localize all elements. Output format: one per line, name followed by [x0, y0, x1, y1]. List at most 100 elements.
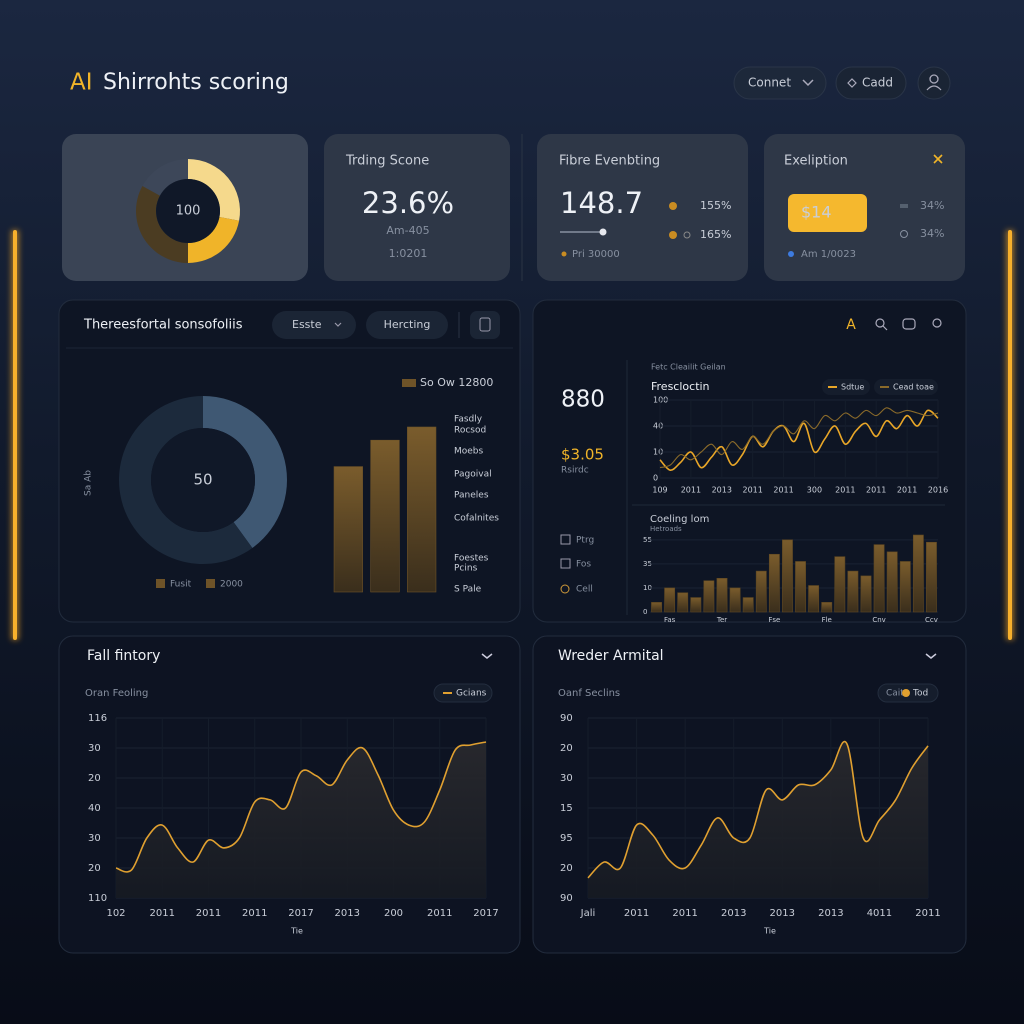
- y-tick-label: 15: [560, 803, 573, 814]
- button-icon: [847, 78, 857, 88]
- bar: [926, 541, 937, 613]
- card-legend: 155%: [700, 199, 731, 212]
- chevron[interactable]: [925, 653, 937, 659]
- legend-pill: [822, 379, 870, 395]
- chart-subtitle: Hetroads: [650, 525, 682, 533]
- item-label: Ptrg: [576, 536, 594, 546]
- y-tick-label: 35: [643, 560, 652, 568]
- card-footer: Pri 30000: [572, 249, 620, 260]
- chevron[interactable]: [481, 653, 493, 659]
- x-tick-label: Cnv: [872, 616, 885, 624]
- item-icon: [560, 558, 571, 569]
- bar: [755, 570, 767, 613]
- toolbar-icon[interactable]: [902, 318, 916, 330]
- header-button[interactable]: Cadd: [835, 66, 907, 100]
- bar: [677, 592, 689, 613]
- button-bg[interactable]: [366, 311, 448, 339]
- dropdown-bg[interactable]: [272, 311, 356, 339]
- card-title: Fibre Evenbting: [559, 154, 660, 169]
- panel-title: Wreder Armital: [558, 648, 664, 664]
- dropdown-label[interactable]: Connet: [748, 76, 791, 90]
- area: [116, 742, 486, 898]
- legend-marker: [902, 689, 910, 697]
- donut-hole: [156, 179, 220, 243]
- x-tick-label: 2013: [712, 486, 732, 495]
- card-legend: 34%: [920, 199, 944, 212]
- bar: [664, 587, 676, 613]
- legend-dot: [669, 231, 677, 239]
- chart-title: Frescloctin: [651, 380, 710, 393]
- bar: [847, 570, 859, 613]
- button-label[interactable]: Cadd: [862, 76, 893, 90]
- bar: [407, 426, 437, 593]
- search-icon: [882, 325, 888, 331]
- close-icon[interactable]: [933, 154, 943, 164]
- button-label[interactable]: Hercting: [384, 318, 431, 331]
- donut-segment: [142, 159, 188, 196]
- list-label: Cofalnites: [454, 514, 499, 524]
- button-bg[interactable]: [788, 194, 867, 232]
- y-tick-label: 40: [88, 803, 101, 814]
- chart-subtitle: Oanf Seclins: [558, 688, 620, 699]
- x-tick-label: Ccv: [925, 616, 938, 624]
- bar: [716, 578, 728, 613]
- line: [659, 407, 939, 469]
- x-tick-label: 2011: [672, 908, 697, 919]
- bar: [912, 534, 924, 613]
- profile-button[interactable]: [917, 66, 951, 100]
- x-tick-label: 2013: [335, 908, 360, 919]
- icon: [479, 317, 491, 332]
- x-tick-label: 2011: [427, 908, 452, 919]
- area: [588, 741, 928, 898]
- donut-center-label: 50: [193, 471, 212, 489]
- donut-segment: [118, 396, 253, 565]
- toolbar-icon[interactable]: [932, 318, 942, 328]
- header-dropdown[interactable]: Connet: [733, 66, 827, 100]
- button-label[interactable]: $14: [801, 203, 832, 222]
- donut-hole: [151, 428, 255, 532]
- card-button[interactable]: $14: [788, 194, 867, 232]
- panel-dropdown[interactable]: Esste: [272, 311, 356, 339]
- card-sub: Am-405: [386, 224, 429, 237]
- y-tick-label: 40: [653, 422, 663, 431]
- x-tick-label: 2011: [897, 486, 917, 495]
- card-legend: 34%: [920, 227, 944, 240]
- icon-button[interactable]: [470, 311, 500, 339]
- footer-dot: [561, 251, 567, 257]
- search-icon[interactable]: [875, 318, 885, 328]
- x-tick-label: 2011: [681, 486, 701, 495]
- dropdown-label[interactable]: Esste: [292, 318, 322, 331]
- metric-sub-label: Rsirdc: [561, 466, 589, 476]
- x-tick-label: 2013: [721, 908, 746, 919]
- x-tick-label: Fle: [822, 616, 832, 624]
- list-label: Paneles: [454, 491, 489, 501]
- list-label: Rocsod: [454, 426, 486, 436]
- card-title: Exeliption: [784, 154, 848, 169]
- x-tick-label: Fas: [664, 616, 676, 624]
- card-value: 23.6%: [362, 186, 454, 220]
- y-tick-label: 20: [560, 863, 573, 874]
- metric-sub-value: $3.05: [561, 446, 604, 464]
- x-tick-label: 2011: [150, 908, 175, 919]
- bar: [860, 575, 872, 613]
- app-title: Shirrohts scoring: [103, 70, 289, 95]
- slider-knob: [599, 228, 607, 236]
- bar: [834, 556, 846, 613]
- legend-swatch: [206, 579, 215, 588]
- logo: AI: [70, 70, 93, 96]
- x-tick-label: 4011: [867, 908, 892, 919]
- legend-icon: [900, 230, 908, 238]
- legend-swatch: [402, 379, 416, 387]
- panel-button[interactable]: Hercting: [366, 311, 448, 339]
- toolbar-icon[interactable]: A: [846, 317, 856, 333]
- chevron: [334, 322, 342, 327]
- button-bg[interactable]: [835, 66, 907, 100]
- legend-label: Cait: [886, 689, 904, 699]
- dropdown-bg[interactable]: [733, 66, 827, 100]
- profile-icon: [929, 74, 939, 84]
- chart-subtitle: Oran Feoling: [85, 688, 148, 699]
- x-axis-label: Tie: [763, 927, 776, 936]
- list-label: Moebs: [454, 447, 484, 457]
- footer-dot: [788, 251, 794, 257]
